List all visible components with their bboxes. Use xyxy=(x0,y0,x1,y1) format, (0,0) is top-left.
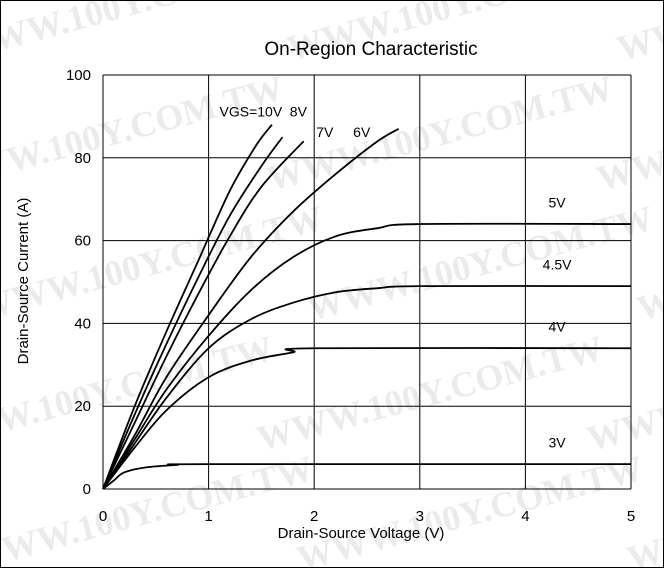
curve-5v xyxy=(102,222,632,490)
x-tick-label: 3 xyxy=(416,508,424,525)
curve-6v xyxy=(102,128,400,490)
x-tick-label: 0 xyxy=(99,508,107,525)
curve-vgs10v xyxy=(102,124,273,490)
x-tick-label: 1 xyxy=(204,508,212,525)
grid-layer xyxy=(102,74,632,490)
watermark-text: WWW.100Y.COM.TW xyxy=(1,1,307,69)
x-tick-label: 5 xyxy=(627,508,635,525)
x-tick-label: 4 xyxy=(521,508,529,525)
curve-7v xyxy=(102,140,305,490)
series-label: 4.5V xyxy=(543,257,572,273)
curve-layer xyxy=(102,124,632,490)
watermark-text: WWW.100Y.COM.TW xyxy=(303,198,658,329)
series-label-layer: VGS=10V 8V 7V 6V 5V 4.5V 4V 3V xyxy=(220,103,573,450)
series-label: 4V xyxy=(549,319,567,335)
series-label: 7V xyxy=(316,124,334,140)
watermark-text: WWW.100Y.COM.TW xyxy=(613,1,663,69)
curve-8v xyxy=(102,136,284,490)
y-tick-label: 40 xyxy=(74,315,91,332)
y-tick-label: 0 xyxy=(83,481,91,498)
x-tick-label: 2 xyxy=(310,508,318,525)
y-tick-label: 100 xyxy=(66,67,91,84)
series-label: 5V xyxy=(549,194,567,210)
watermark-text: WWW.100Y.COM.TW xyxy=(1,198,327,329)
chart-title: On-Region Characteristic xyxy=(264,39,477,60)
x-axis-label: Drain-Source Voltage (V) xyxy=(278,525,445,542)
series-label: 6V xyxy=(353,124,371,140)
curve-3v xyxy=(102,463,632,490)
y-tick-label: 60 xyxy=(74,233,91,250)
y-tick-label: 20 xyxy=(74,398,91,415)
watermark-text: WWW.100Y.COM.TW xyxy=(293,448,648,567)
series-label: VGS=10V xyxy=(220,103,283,119)
curve-4.5v xyxy=(102,285,632,490)
curve-4v xyxy=(102,347,632,490)
y-tick-label: 80 xyxy=(74,150,91,167)
series-label: 8V xyxy=(290,103,308,119)
series-label: 3V xyxy=(549,435,567,451)
tick-layer: 0 1 2 3 4 5 0 20 40 60 80 100 xyxy=(66,67,635,525)
watermark-text: WWW.100Y.COM.TW xyxy=(1,68,287,199)
y-axis-label: Drain-Source Current (A) xyxy=(15,198,32,365)
